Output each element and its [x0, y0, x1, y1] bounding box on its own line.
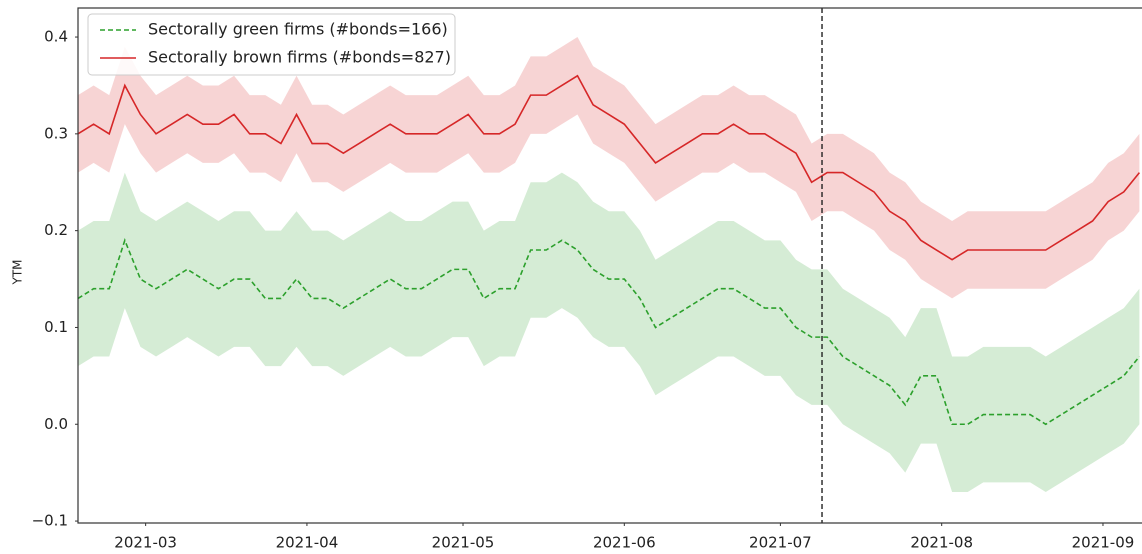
- x-tick-label: 2021-08: [910, 534, 973, 552]
- legend-box: [87, 13, 456, 76]
- x-tick-label: 2021-05: [432, 534, 495, 552]
- x-tick-label: 2021-03: [114, 534, 177, 552]
- series-line: [77, 237, 1141, 426]
- x-tick-label: 2021-04: [276, 534, 339, 552]
- plot-frame: [77, 7, 1142, 524]
- x-tick-label: 2021-09: [1072, 534, 1135, 552]
- x-tick-label: 2021-07: [749, 534, 812, 552]
- series-line: [77, 74, 1141, 261]
- legend-label: Sectorally brown firms (#bonds=827): [148, 48, 451, 67]
- y-tick-label: 0.3: [44, 124, 68, 142]
- confidence-band: [78, 172, 1140, 493]
- y-axis-label: YTM: [11, 259, 25, 285]
- x-tick-label: 2021-06: [593, 534, 656, 552]
- y-tick-label: 0.2: [44, 221, 68, 239]
- y-tick-label: 0.1: [44, 318, 68, 336]
- legend-label: Sectorally green firms (#bonds=166): [148, 20, 448, 39]
- legend: Sectorally green firms (#bonds=166) Secto…: [87, 13, 456, 76]
- y-tick-label: 0.4: [44, 28, 68, 46]
- confidence-band: [78, 37, 1140, 299]
- y-tick-label: −0.1: [32, 512, 68, 530]
- y-tick-label: 0.0: [44, 415, 68, 433]
